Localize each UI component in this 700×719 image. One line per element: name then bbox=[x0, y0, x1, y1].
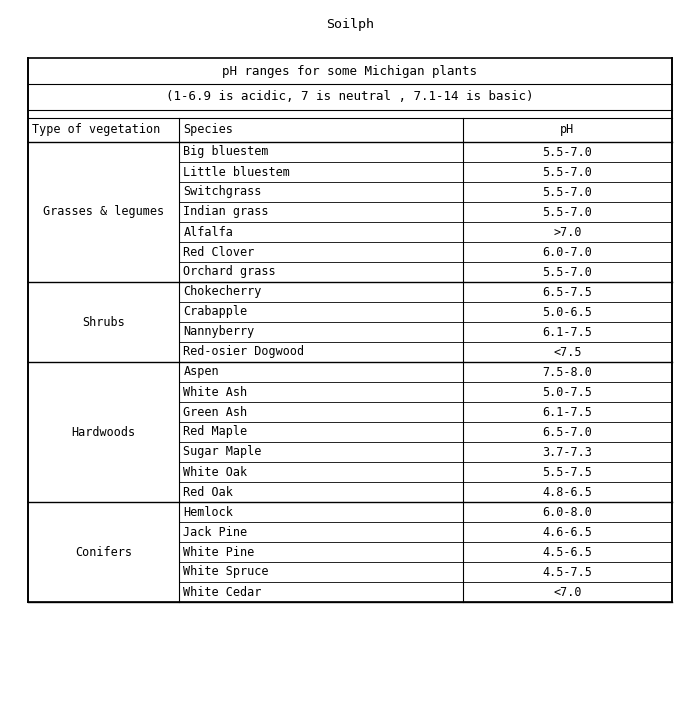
Text: 5.5-7.0: 5.5-7.0 bbox=[542, 165, 592, 178]
Text: Nannyberry: Nannyberry bbox=[183, 326, 255, 339]
Text: 6.5-7.0: 6.5-7.0 bbox=[542, 426, 592, 439]
Text: 4.8-6.5: 4.8-6.5 bbox=[542, 485, 592, 498]
Text: 5.0-7.5: 5.0-7.5 bbox=[542, 385, 592, 398]
Text: Indian grass: Indian grass bbox=[183, 206, 269, 219]
Text: >7.0: >7.0 bbox=[553, 226, 582, 239]
Text: 6.1-7.5: 6.1-7.5 bbox=[542, 406, 592, 418]
Text: 5.5-7.0: 5.5-7.0 bbox=[542, 145, 592, 158]
Text: White Cedar: White Cedar bbox=[183, 585, 262, 598]
Text: Species: Species bbox=[183, 124, 233, 137]
Text: 5.0-6.5: 5.0-6.5 bbox=[542, 306, 592, 319]
Text: <7.5: <7.5 bbox=[553, 346, 582, 359]
Text: White Ash: White Ash bbox=[183, 385, 248, 398]
Text: 6.1-7.5: 6.1-7.5 bbox=[542, 326, 592, 339]
Text: Type of vegetation: Type of vegetation bbox=[32, 124, 160, 137]
Text: 4.5-7.5: 4.5-7.5 bbox=[542, 566, 592, 579]
Text: <7.0: <7.0 bbox=[553, 585, 582, 598]
Text: 5.5-7.0: 5.5-7.0 bbox=[542, 186, 592, 198]
Text: Green Ash: Green Ash bbox=[183, 406, 248, 418]
Text: Soilph: Soilph bbox=[326, 18, 374, 31]
Text: Little bluestem: Little bluestem bbox=[183, 165, 290, 178]
Text: Red-osier Dogwood: Red-osier Dogwood bbox=[183, 346, 304, 359]
Text: White Oak: White Oak bbox=[183, 465, 248, 479]
Text: pH ranges for some Michigan plants: pH ranges for some Michigan plants bbox=[223, 65, 477, 78]
Text: Hemlock: Hemlock bbox=[183, 505, 233, 518]
Text: Aspen: Aspen bbox=[183, 365, 219, 378]
Text: Conifers: Conifers bbox=[75, 546, 132, 559]
Text: pH: pH bbox=[560, 124, 575, 137]
Text: Alfalfa: Alfalfa bbox=[183, 226, 233, 239]
Text: 4.6-6.5: 4.6-6.5 bbox=[542, 526, 592, 539]
Text: Red Clover: Red Clover bbox=[183, 245, 255, 259]
Text: Red Oak: Red Oak bbox=[183, 485, 233, 498]
Text: Switchgrass: Switchgrass bbox=[183, 186, 262, 198]
Text: 4.5-6.5: 4.5-6.5 bbox=[542, 546, 592, 559]
Text: Big bluestem: Big bluestem bbox=[183, 145, 269, 158]
Text: 6.5-7.5: 6.5-7.5 bbox=[542, 285, 592, 298]
Text: 5.5-7.5: 5.5-7.5 bbox=[542, 465, 592, 479]
Text: 5.5-7.0: 5.5-7.0 bbox=[542, 265, 592, 278]
Text: Chokecherry: Chokecherry bbox=[183, 285, 262, 298]
Text: Shrubs: Shrubs bbox=[83, 316, 125, 329]
Text: Red Maple: Red Maple bbox=[183, 426, 248, 439]
Text: 3.7-7.3: 3.7-7.3 bbox=[542, 446, 592, 459]
Text: Sugar Maple: Sugar Maple bbox=[183, 446, 262, 459]
Text: 5.5-7.0: 5.5-7.0 bbox=[542, 206, 592, 219]
Text: 6.0-8.0: 6.0-8.0 bbox=[542, 505, 592, 518]
Text: Orchard grass: Orchard grass bbox=[183, 265, 276, 278]
Text: 7.5-8.0: 7.5-8.0 bbox=[542, 365, 592, 378]
Text: (1-6.9 is acidic, 7 is neutral , 7.1-14 is basic): (1-6.9 is acidic, 7 is neutral , 7.1-14 … bbox=[167, 91, 533, 104]
Text: Hardwoods: Hardwoods bbox=[71, 426, 136, 439]
Text: White Pine: White Pine bbox=[183, 546, 255, 559]
Text: 6.0-7.0: 6.0-7.0 bbox=[542, 245, 592, 259]
Text: Grasses & legumes: Grasses & legumes bbox=[43, 206, 164, 219]
Text: White Spruce: White Spruce bbox=[183, 566, 269, 579]
Text: Jack Pine: Jack Pine bbox=[183, 526, 248, 539]
Text: Crabapple: Crabapple bbox=[183, 306, 248, 319]
